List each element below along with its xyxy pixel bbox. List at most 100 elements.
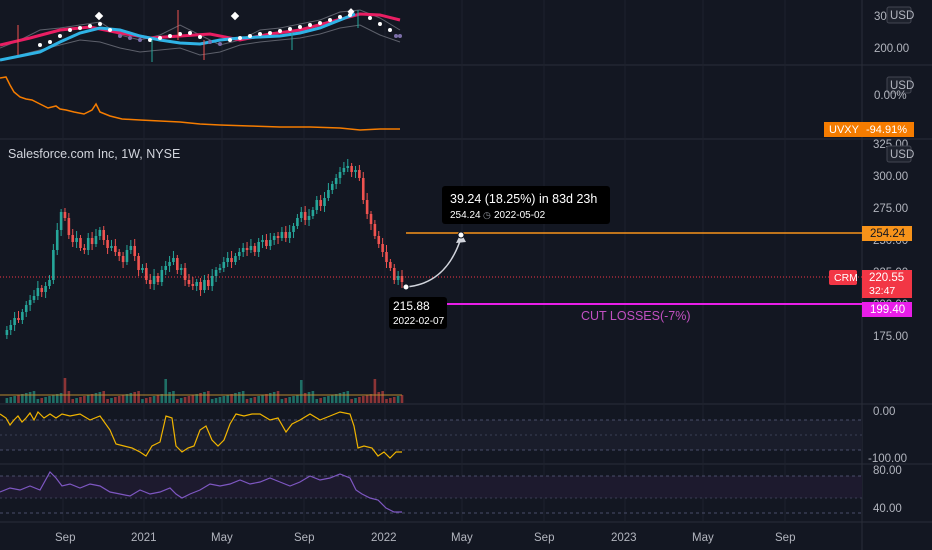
volume-bar <box>5 398 9 403</box>
candle-body <box>83 248 86 250</box>
candle-body <box>48 280 51 286</box>
candle-body <box>98 230 102 236</box>
candle-body <box>203 280 206 290</box>
volume-bar <box>334 394 338 403</box>
volume-bar <box>226 395 229 403</box>
volume-bar <box>187 396 191 403</box>
candle-body <box>385 252 388 262</box>
candle-body <box>55 230 59 250</box>
volume-bar <box>179 398 183 403</box>
candle-body <box>13 318 16 325</box>
volume-bar <box>288 397 291 403</box>
volume-bar <box>168 392 171 403</box>
volume-bar <box>238 392 241 403</box>
candle-body <box>183 268 187 280</box>
volume-bar <box>172 391 175 403</box>
volume-bar <box>195 394 198 403</box>
volume-bar <box>265 394 268 403</box>
osc-axis-label-0: 0.00 <box>873 406 895 418</box>
measure-line-1: 39.24 (18.25%) in 83d 23h <box>450 192 597 206</box>
volume-bar <box>327 396 330 403</box>
volume-bar <box>361 396 365 403</box>
candle-body <box>365 200 369 214</box>
candle-body <box>141 268 144 270</box>
volume-bar <box>253 397 257 403</box>
candle-body <box>299 212 303 218</box>
volume-bar <box>176 399 179 403</box>
target-point-icon[interactable] <box>457 231 465 239</box>
volume-bar <box>203 392 206 403</box>
main-axis-label-275: 275.00 <box>873 203 908 215</box>
candle-body <box>319 200 322 206</box>
volume-bar <box>392 397 396 403</box>
volume-bar <box>156 395 160 403</box>
candle-body <box>338 172 342 178</box>
volume-bar <box>358 397 361 403</box>
current-price-symbol: CRM <box>834 272 858 284</box>
candle-body <box>230 258 233 262</box>
candle-body <box>245 248 249 250</box>
volume-bar <box>98 392 102 403</box>
candle-body <box>24 305 28 312</box>
candle-body <box>354 170 357 172</box>
time-tick-sep-2020: Sep <box>55 532 75 544</box>
volume-bar <box>292 396 295 403</box>
volume-bar <box>241 391 245 403</box>
volume-bar <box>133 392 137 403</box>
volume-bar <box>373 379 377 403</box>
clock-icon: ◷ <box>483 210 491 220</box>
projection-arrow[interactable] <box>405 237 462 288</box>
volume-bar <box>272 392 276 403</box>
anchor-point-icon[interactable] <box>402 283 410 291</box>
candle-body <box>145 268 148 280</box>
uvxy-tag-name: UVXY <box>829 124 860 136</box>
candle-body <box>125 250 129 262</box>
oscillator-panel: 0.00 -100.00 <box>0 406 907 465</box>
candle-body <box>210 276 214 286</box>
candle-body <box>276 236 280 238</box>
volume-bar <box>222 396 226 403</box>
time-tick-2022: 2022 <box>371 532 397 544</box>
volume-bar <box>75 398 78 403</box>
volume-bar <box>381 391 384 403</box>
time-axis[interactable]: Sep 2021 May Sep 2022 May Sep 2023 May S… <box>55 532 795 544</box>
top-axis-label-2: 200.00 <box>874 43 909 55</box>
volume-bar <box>125 394 129 403</box>
candle-body <box>207 280 210 286</box>
main-axis-label-175: 175.00 <box>873 331 908 343</box>
volume-bar <box>218 397 222 403</box>
low-price-label: 215.88 <box>393 299 430 313</box>
candle-body <box>392 268 396 280</box>
candle-body <box>303 212 307 220</box>
top-currency-label: USD <box>890 10 914 22</box>
volume-bar <box>296 395 299 403</box>
volume-bar <box>183 397 187 403</box>
candle-body <box>21 312 24 320</box>
candle-body <box>187 280 191 284</box>
candle-body <box>253 246 257 252</box>
candle-body <box>117 252 121 256</box>
volume-bar <box>32 391 36 403</box>
candle-body <box>164 266 167 270</box>
volume-bar <box>79 397 82 403</box>
candle-body <box>152 276 156 284</box>
candle-body <box>17 318 20 320</box>
candle-body <box>346 166 350 168</box>
volume-bar <box>377 392 381 403</box>
symbol-title: Salesforce.com Inc, 1W, NYSE <box>8 147 180 161</box>
volume-bar <box>299 380 303 403</box>
candle-body <box>32 296 36 300</box>
candle-body <box>67 218 71 235</box>
rsi-panel: 80.00 40.00 <box>0 465 902 515</box>
rsi-axis-label-80: 80.00 <box>873 465 902 477</box>
candle-body <box>137 256 140 270</box>
candle-body <box>280 232 284 238</box>
candle-body <box>121 256 125 262</box>
candle-body <box>272 236 276 240</box>
candle-body <box>28 300 32 305</box>
candle-body <box>358 170 361 178</box>
volume-bar <box>44 397 47 403</box>
volume-bar <box>145 398 148 403</box>
volume-bar <box>303 393 307 403</box>
